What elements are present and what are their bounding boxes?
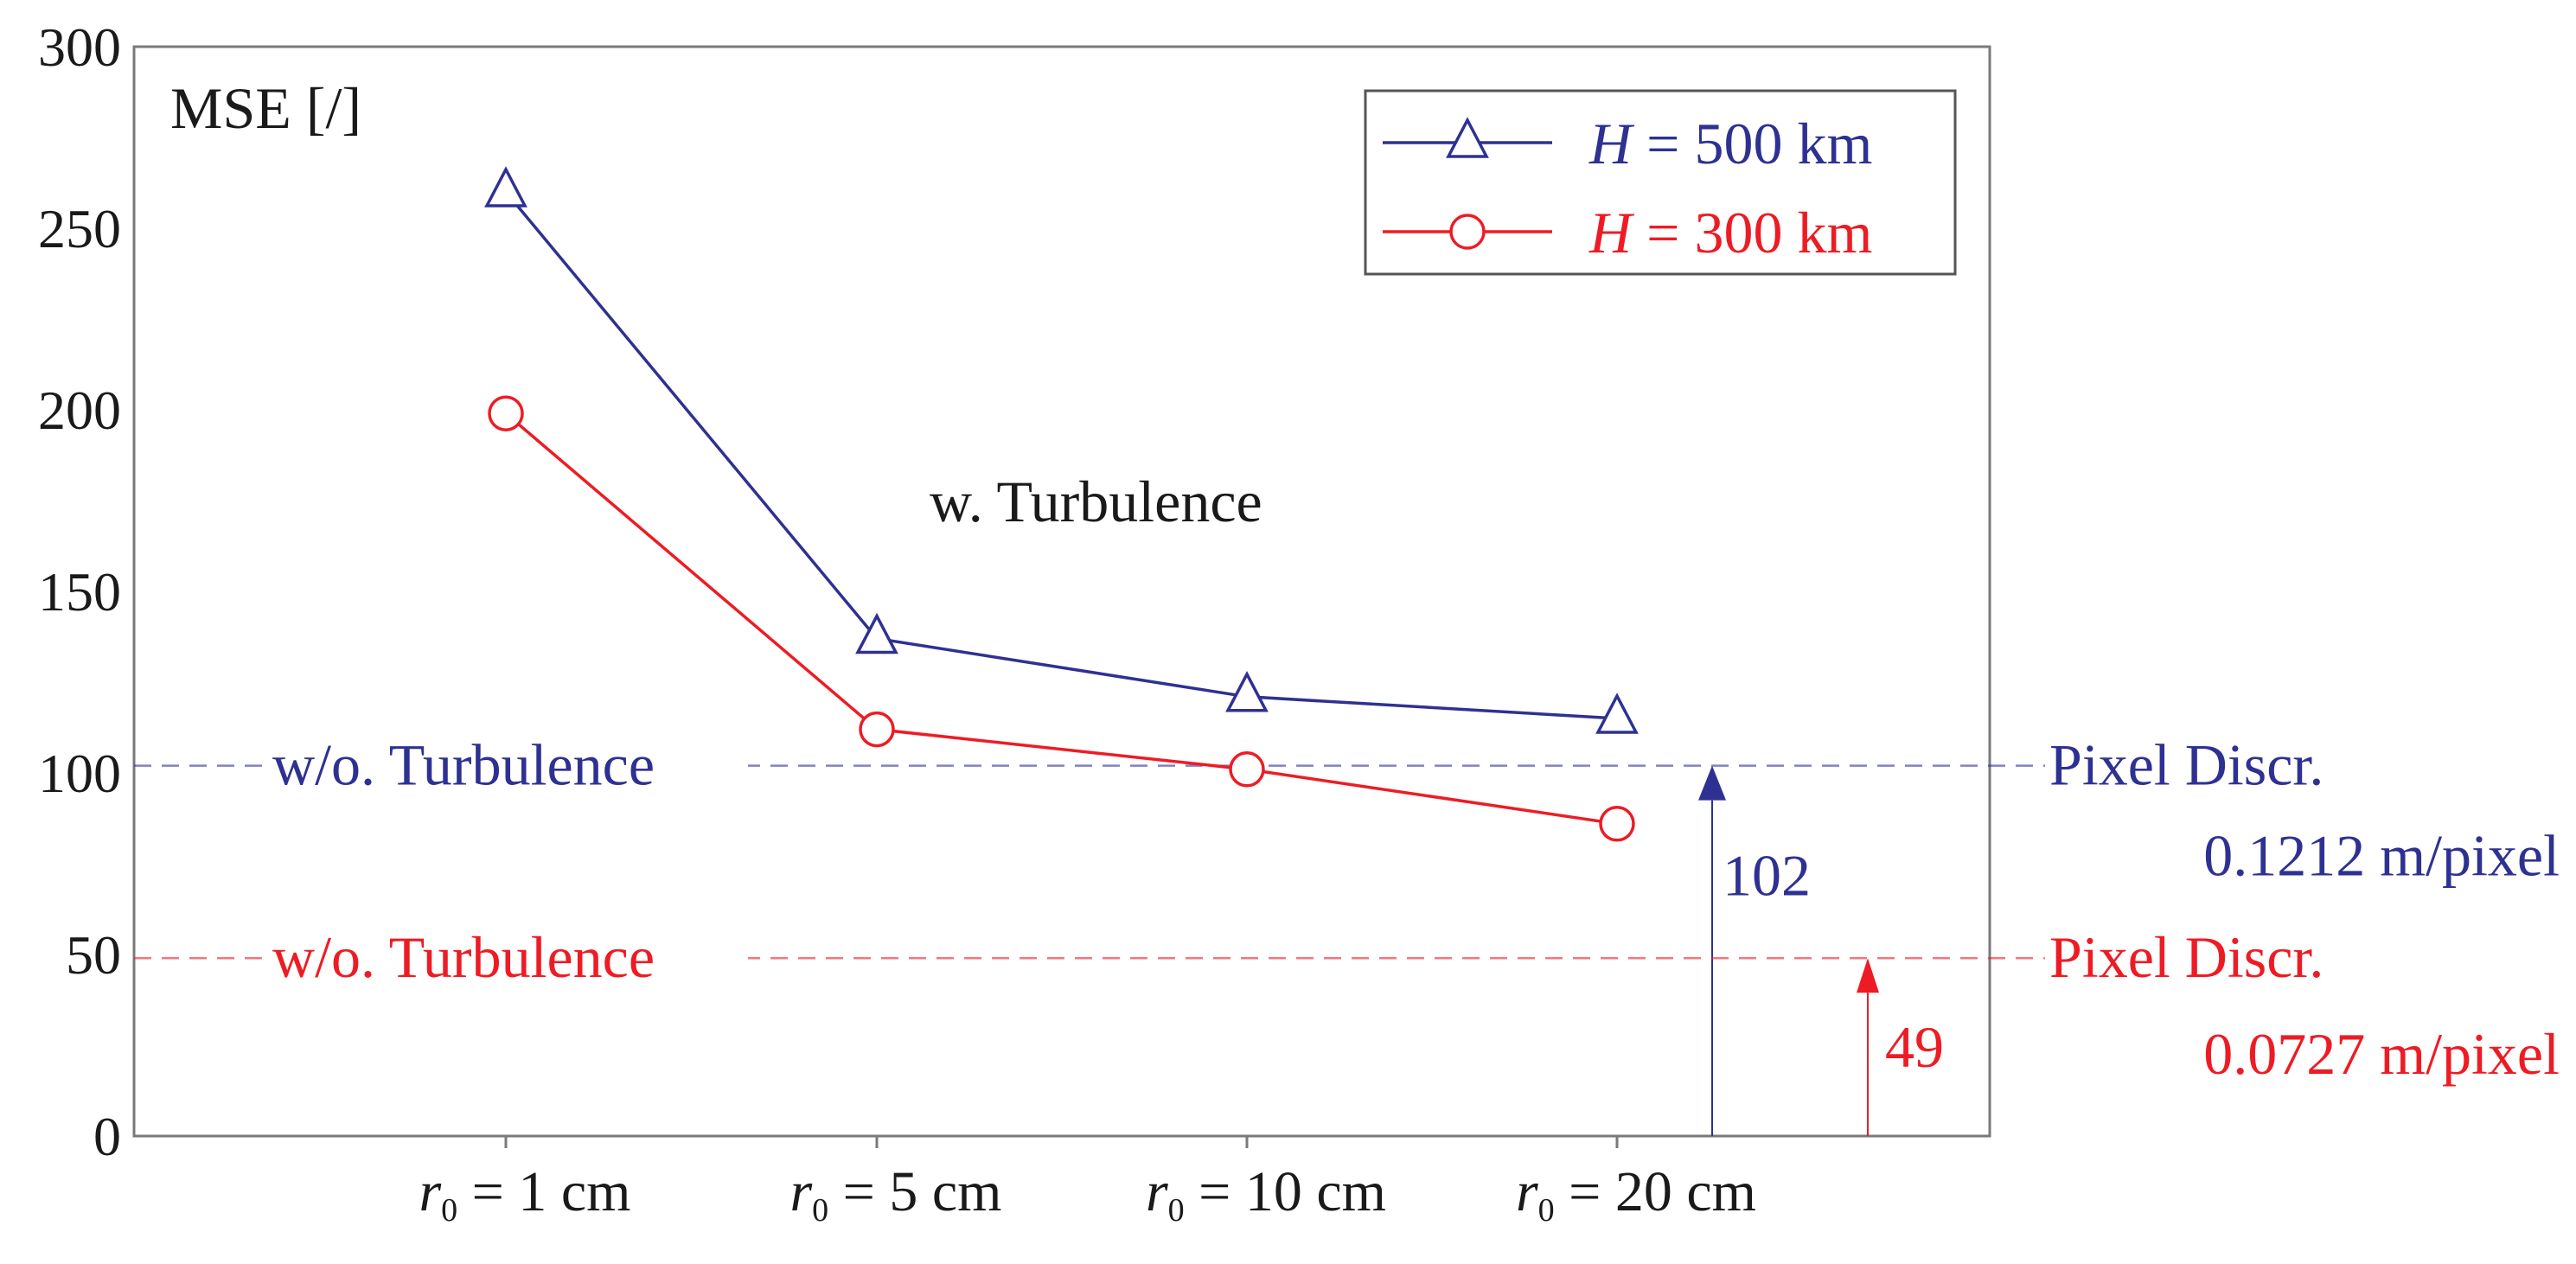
x-category-label: r0 = 20 cm [1516,1160,1756,1229]
reference-arrow-head [1698,765,1726,801]
triangle-marker [484,166,527,207]
turbulence-annotation: w. Turbulence [930,469,1262,534]
reference-left-label: w/o. Turbulence [272,924,655,990]
y-tick-label: 50 [66,924,121,986]
reference-arrow-label: 49 [1885,1014,1944,1080]
x-category-label: r0 = 5 cm [789,1160,1001,1229]
reference-right-value: 0.1212 m/pixel [2203,823,2560,889]
reference-left-label: w/o. Turbulence [272,732,655,798]
x-category-labels: r0 = 1 cm r0 = 5 cm r0 = 10 cm r0 = 20 cm [419,1160,1756,1229]
reference-lines: w/o. Turbulence Pixel Discr. 0.1212 m/pixe… [134,722,2560,1136]
reference-arrow-label: 102 [1723,843,1811,909]
triangle-marker [1225,670,1269,712]
reference-right-label: Pixel Discr. [2049,924,2324,990]
reference-arrow-head [1857,958,1879,993]
y-tick-labels: 0 50 100 150 200 250 300 [38,16,121,1167]
circle-marker [1229,751,1265,788]
series-line [504,190,1618,720]
x-tick-marks [504,1136,1619,1148]
y-tick-label: 150 [38,561,121,622]
plot-frame [132,45,1991,1138]
y-axis-label: MSE [/] [170,75,361,141]
data-series [484,166,1639,842]
triangle-marker [855,612,898,654]
circle-marker [859,711,895,748]
series-line [504,412,1618,826]
y-tick-label: 250 [38,198,121,259]
y-tick-label: 0 [93,1106,121,1167]
legend: H = 500 km H = 300 km [1364,89,1957,276]
legend-label: H = 500 km [1588,111,1872,176]
reference-right-value: 0.0727 m/pixel [2203,1021,2560,1087]
label-backing [262,722,748,792]
y-tick-label: 300 [38,16,121,78]
series-circle [488,395,1635,842]
circle-marker [1449,214,1486,250]
y-tick-label: 100 [38,743,121,804]
triangle-marker [1446,117,1489,158]
x-category-label: r0 = 1 cm [419,1160,630,1229]
series-triangle [484,166,1639,734]
x-category-label: r0 = 10 cm [1146,1160,1386,1229]
legend-label: H = 300 km [1588,200,1872,265]
triangle-marker [1595,693,1639,734]
y-tick-label: 200 [38,380,121,441]
reference-right-label: Pixel Discr. [2049,732,2324,798]
circle-marker [488,395,524,431]
circle-marker [1599,806,1635,842]
label-backing [262,915,748,985]
